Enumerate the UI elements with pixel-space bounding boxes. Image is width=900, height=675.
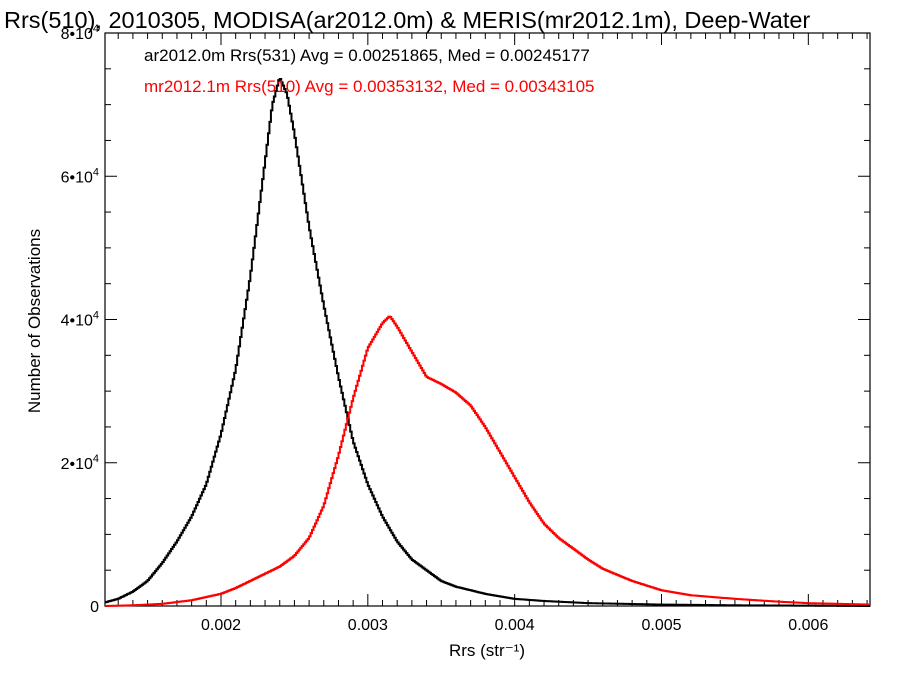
chart-title: Rrs(510), 2010305, MODISA(ar2012.0m) & M… <box>4 7 810 33</box>
y-tick-label: 0 <box>90 599 99 616</box>
plot-frame <box>104 32 871 607</box>
plot-area: 0.002 0.003 0.004 0.005 0.006 0 2•104 4•104 6•10… <box>61 23 871 634</box>
x-tick-label: 0.004 <box>495 617 535 634</box>
x-tick-label: 0.006 <box>788 617 828 634</box>
x-tick-label: 0.005 <box>641 617 681 634</box>
x-axis-label: Rrs (str⁻¹) <box>449 641 525 660</box>
y-tick-label: 6•104 <box>61 166 99 186</box>
y-tick-label: 4•104 <box>61 310 99 330</box>
y-axis-label: Number of Observations <box>25 229 44 413</box>
y-tick-label: 2•104 <box>61 453 99 473</box>
x-tick-label: 0.002 <box>201 617 241 634</box>
y-tick-label: 8•104 <box>61 23 99 43</box>
legend-series-1: mr2012.1m Rrs(510) Avg = 0.00353132, Med… <box>144 77 595 96</box>
series-line-0 <box>105 78 870 607</box>
x-tick-label: 0.003 <box>348 617 388 634</box>
legend-series-0: ar2012.0m Rrs(531) Avg = 0.00251865, Med… <box>144 46 590 65</box>
series-line-1 <box>105 315 870 607</box>
